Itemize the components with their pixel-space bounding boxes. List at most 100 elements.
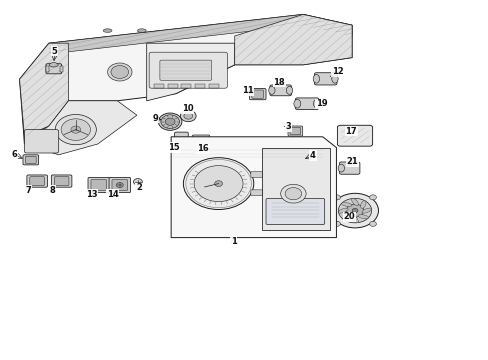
- Bar: [208, 84, 218, 88]
- Circle shape: [369, 195, 376, 200]
- Ellipse shape: [331, 75, 338, 83]
- FancyBboxPatch shape: [192, 135, 209, 145]
- Circle shape: [55, 114, 96, 145]
- Text: 9: 9: [152, 113, 158, 122]
- Ellipse shape: [357, 215, 368, 219]
- Circle shape: [346, 204, 363, 217]
- Polygon shape: [20, 43, 68, 137]
- FancyBboxPatch shape: [27, 175, 47, 187]
- Ellipse shape: [360, 201, 366, 208]
- Polygon shape: [49, 14, 351, 54]
- Ellipse shape: [341, 202, 351, 207]
- Bar: [181, 84, 191, 88]
- Text: 19: 19: [315, 99, 327, 108]
- Text: 15: 15: [168, 143, 180, 152]
- Bar: [177, 144, 179, 146]
- Text: 13: 13: [85, 190, 97, 199]
- Text: 6: 6: [12, 150, 18, 159]
- Circle shape: [331, 193, 378, 228]
- Circle shape: [61, 119, 90, 140]
- Bar: [184, 144, 186, 146]
- FancyBboxPatch shape: [30, 177, 44, 185]
- Circle shape: [133, 179, 142, 185]
- Bar: [195, 84, 204, 88]
- FancyBboxPatch shape: [88, 177, 109, 193]
- Ellipse shape: [49, 63, 58, 67]
- Bar: [181, 144, 183, 146]
- FancyBboxPatch shape: [109, 177, 130, 193]
- Ellipse shape: [343, 213, 349, 221]
- Bar: [154, 84, 163, 88]
- FancyBboxPatch shape: [174, 132, 188, 146]
- Circle shape: [333, 195, 340, 200]
- Text: 4: 4: [309, 151, 315, 160]
- FancyBboxPatch shape: [25, 156, 36, 163]
- Circle shape: [116, 183, 123, 188]
- Polygon shape: [20, 14, 351, 144]
- Circle shape: [280, 184, 305, 203]
- Circle shape: [214, 181, 222, 186]
- Circle shape: [183, 113, 192, 119]
- Circle shape: [183, 158, 253, 210]
- FancyBboxPatch shape: [339, 162, 359, 174]
- Text: 10: 10: [182, 104, 193, 113]
- Text: 17: 17: [345, 126, 356, 135]
- FancyBboxPatch shape: [295, 98, 318, 109]
- Text: 7: 7: [25, 186, 31, 194]
- FancyBboxPatch shape: [149, 52, 227, 88]
- Text: 11: 11: [241, 86, 253, 95]
- Circle shape: [161, 115, 179, 129]
- FancyBboxPatch shape: [251, 90, 263, 98]
- Text: 14: 14: [106, 190, 118, 199]
- FancyBboxPatch shape: [250, 172, 262, 177]
- Ellipse shape: [351, 198, 358, 206]
- Text: 2: 2: [136, 184, 142, 192]
- FancyBboxPatch shape: [287, 126, 302, 136]
- FancyBboxPatch shape: [23, 155, 39, 165]
- FancyBboxPatch shape: [54, 177, 69, 185]
- Circle shape: [111, 66, 128, 78]
- Polygon shape: [171, 137, 336, 238]
- Polygon shape: [24, 101, 137, 155]
- Circle shape: [165, 118, 175, 125]
- Text: 8: 8: [50, 186, 56, 194]
- Text: 3: 3: [285, 122, 291, 131]
- Text: 18: 18: [273, 77, 285, 86]
- Polygon shape: [146, 43, 234, 101]
- Circle shape: [71, 126, 81, 133]
- FancyBboxPatch shape: [249, 89, 265, 100]
- Text: 5: 5: [52, 46, 58, 55]
- Ellipse shape: [351, 216, 358, 223]
- Circle shape: [180, 110, 196, 122]
- Bar: [167, 84, 177, 88]
- Circle shape: [351, 208, 357, 213]
- Bar: [195, 144, 197, 146]
- Bar: [202, 144, 204, 146]
- FancyBboxPatch shape: [91, 180, 106, 190]
- FancyBboxPatch shape: [289, 127, 300, 135]
- FancyBboxPatch shape: [160, 60, 211, 80]
- Text: 16: 16: [197, 144, 208, 153]
- Ellipse shape: [137, 29, 146, 32]
- Circle shape: [107, 63, 132, 81]
- Ellipse shape: [338, 164, 344, 172]
- FancyBboxPatch shape: [337, 125, 372, 146]
- Ellipse shape: [298, 29, 307, 32]
- Circle shape: [369, 221, 376, 226]
- Ellipse shape: [268, 86, 274, 94]
- FancyBboxPatch shape: [51, 175, 72, 187]
- Bar: [199, 144, 201, 146]
- FancyBboxPatch shape: [250, 190, 262, 195]
- Circle shape: [338, 198, 371, 223]
- Circle shape: [285, 188, 301, 200]
- Text: 20: 20: [343, 212, 354, 221]
- Bar: [60, 66, 63, 72]
- Ellipse shape: [103, 29, 112, 32]
- Ellipse shape: [338, 208, 347, 213]
- Text: 21: 21: [346, 157, 357, 166]
- Ellipse shape: [293, 99, 300, 108]
- Ellipse shape: [361, 208, 371, 213]
- FancyBboxPatch shape: [112, 180, 127, 190]
- FancyBboxPatch shape: [46, 64, 61, 74]
- FancyBboxPatch shape: [314, 73, 336, 85]
